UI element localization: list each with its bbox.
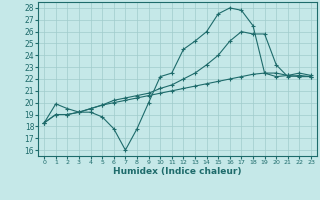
X-axis label: Humidex (Indice chaleur): Humidex (Indice chaleur) — [113, 167, 242, 176]
